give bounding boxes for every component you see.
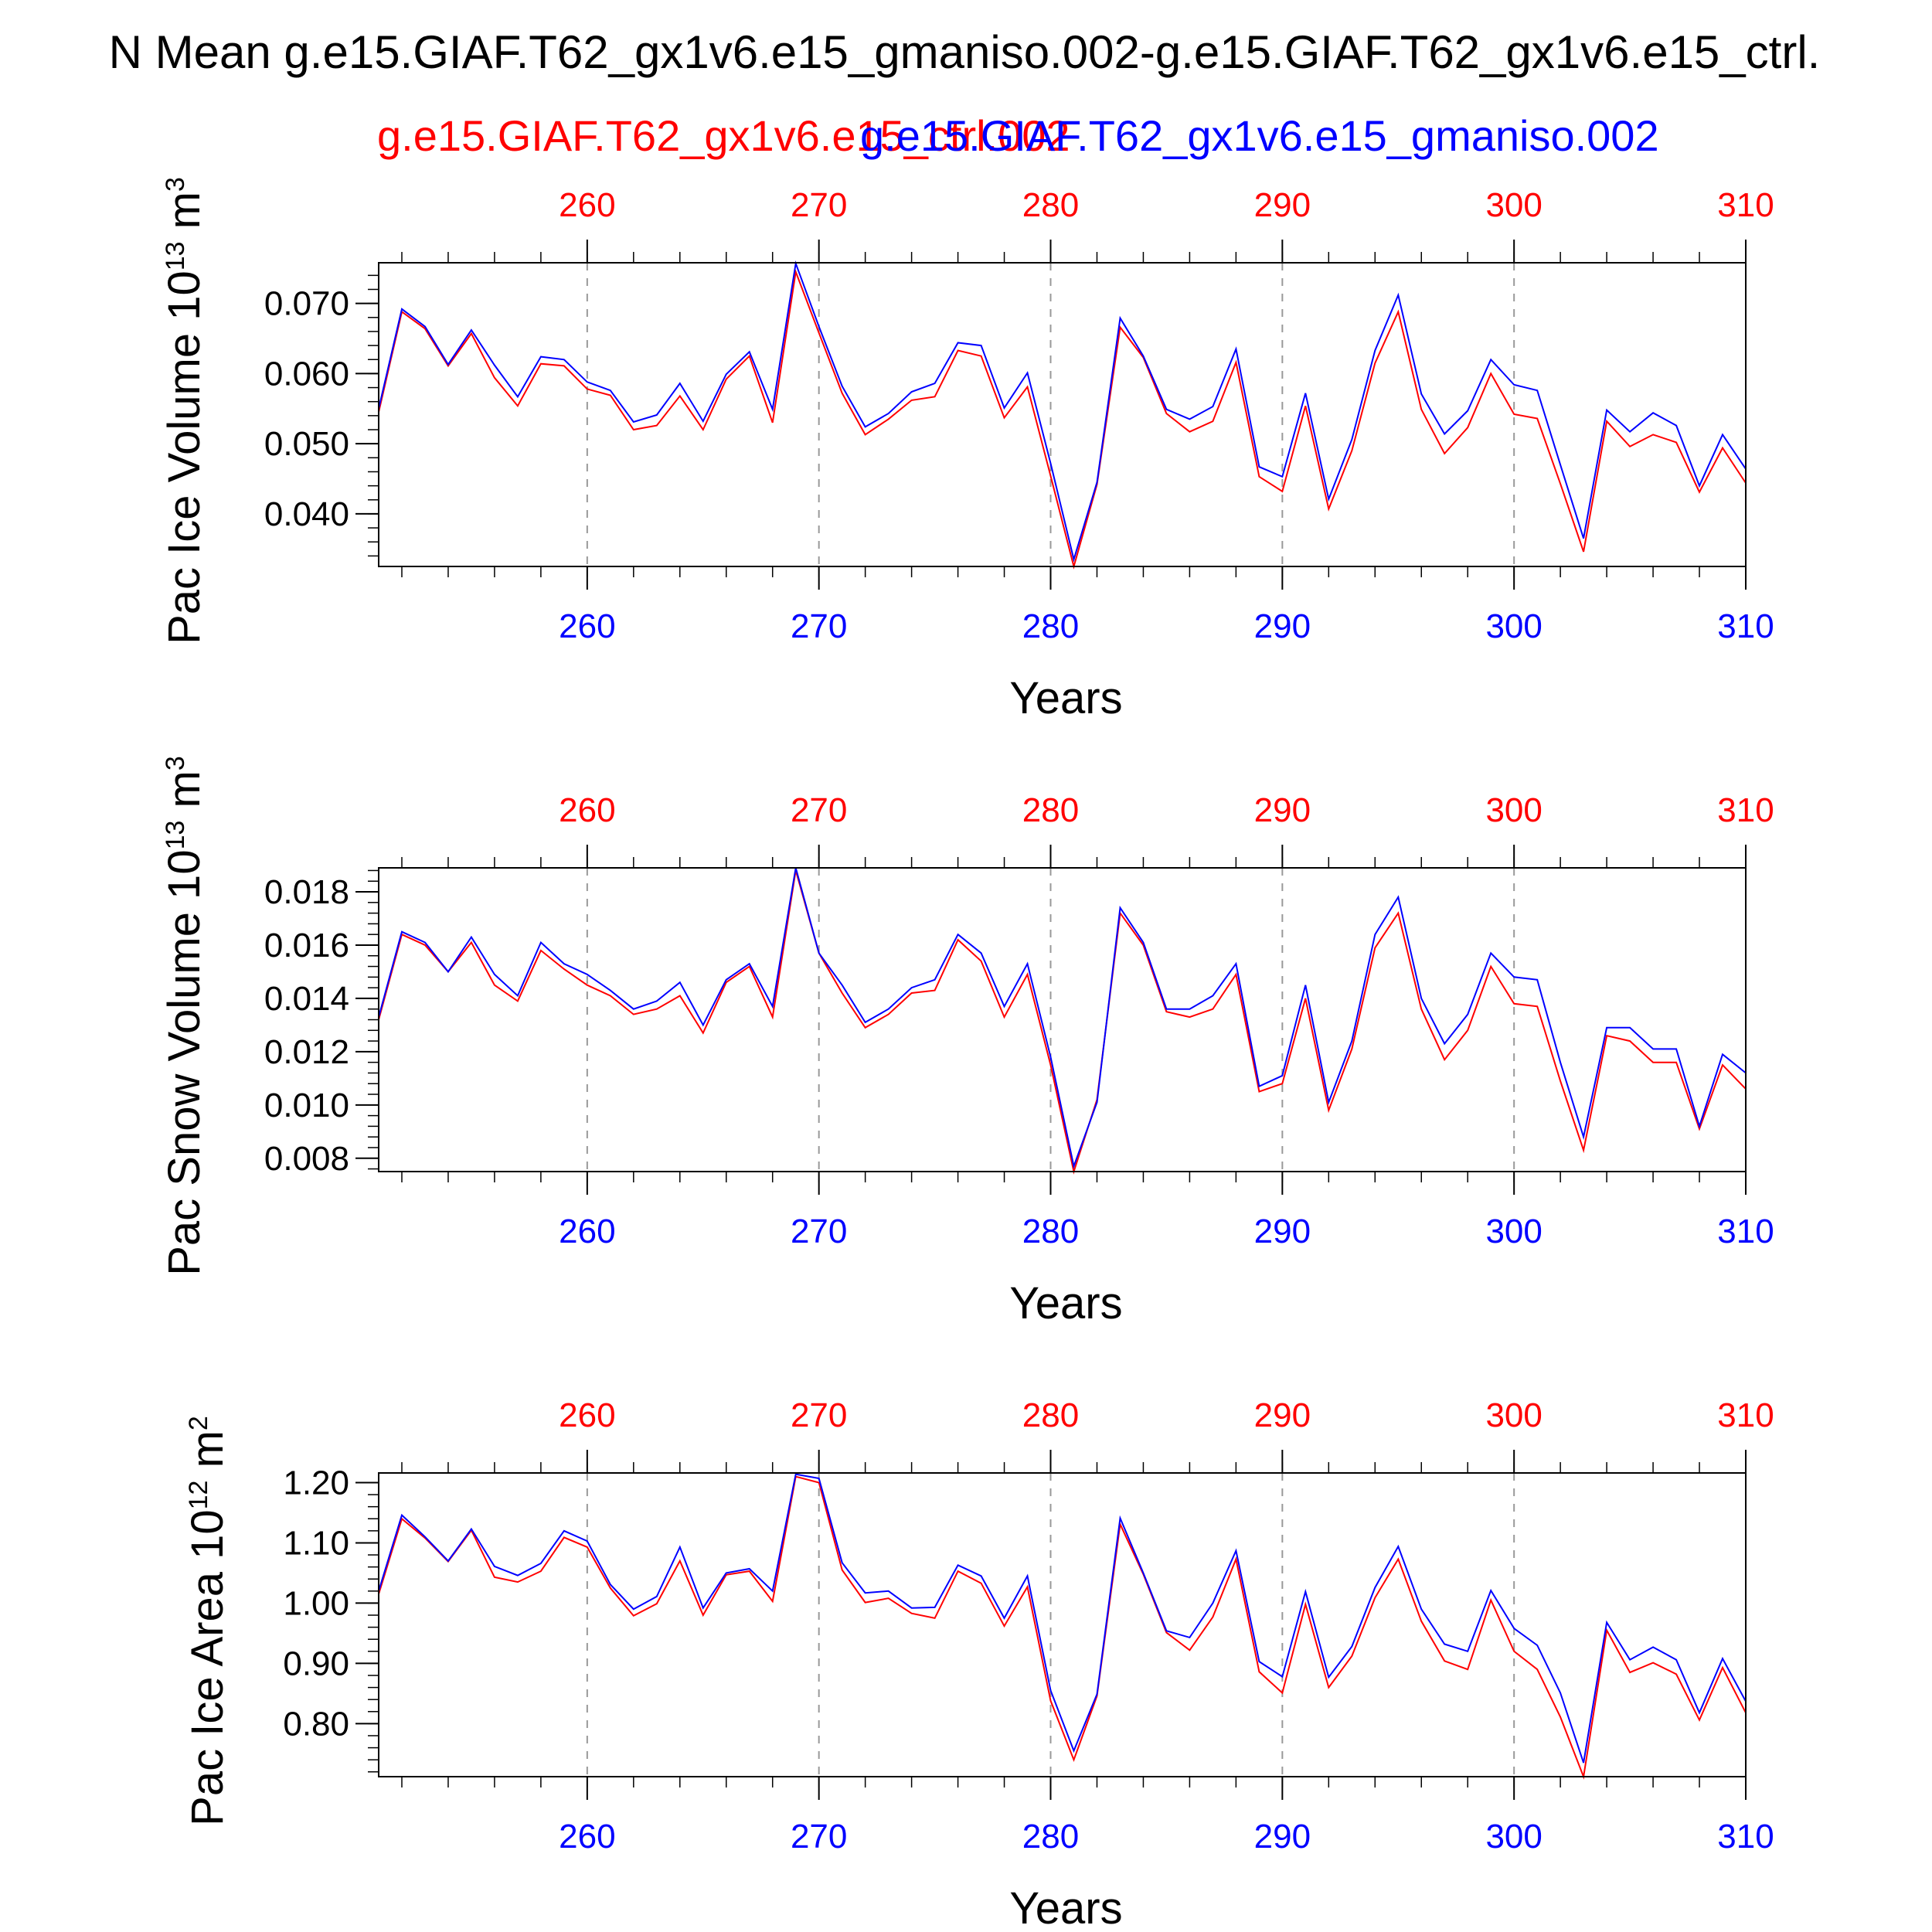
series-line-ctrl xyxy=(378,268,1747,570)
series-line-ctrl xyxy=(378,1475,1747,1780)
y-tick-label: 1.00 xyxy=(283,1584,349,1622)
x-tick-label-top: 290 xyxy=(1254,1396,1311,1434)
y-axis-title-superscript: 13 xyxy=(161,821,190,850)
x-tick-label-top: 260 xyxy=(559,186,615,224)
x-tick-label-bottom: 300 xyxy=(1485,607,1542,645)
x-tick-label-top: 290 xyxy=(1254,186,1311,224)
x-tick-label-top: 300 xyxy=(1485,791,1542,829)
x-tick-label-bottom: 280 xyxy=(1022,1213,1079,1250)
x-tick-label-top: 260 xyxy=(559,791,615,829)
y-tick-label: 0.010 xyxy=(264,1087,349,1124)
y-axis-title: Pac Ice Area 1012 m2 xyxy=(182,1416,233,1826)
y-tick-label: 0.050 xyxy=(264,425,349,463)
x-tick-label-top: 300 xyxy=(1485,1396,1542,1434)
x-tick-label-top: 260 xyxy=(559,1396,615,1434)
y-tick-label: 0.90 xyxy=(283,1645,349,1682)
x-tick-label-top: 310 xyxy=(1717,1396,1774,1434)
x-tick-label-bottom: 310 xyxy=(1717,607,1774,645)
y-tick-label: 0.040 xyxy=(264,495,349,533)
x-tick-label-top: 270 xyxy=(791,186,847,224)
x-tick-label-top: 280 xyxy=(1022,1396,1079,1434)
y-axis-title-part: Pac Ice Area 10 xyxy=(182,1509,233,1825)
x-tick-label-top: 310 xyxy=(1717,186,1774,224)
x-tick-label-bottom: 260 xyxy=(559,1818,615,1855)
x-tick-label-bottom: 290 xyxy=(1254,1213,1311,1250)
y-tick-label: 0.014 xyxy=(264,980,349,1018)
x-tick-label-top: 270 xyxy=(791,791,847,829)
y-tick-label: 0.012 xyxy=(264,1033,349,1071)
x-tick-label-bottom: 270 xyxy=(791,1818,847,1855)
series-line-gmaniso xyxy=(378,260,1747,563)
legend-gmaniso-label: g.e15.GIAF.T62_gx1v6.e15_gmaniso.002 xyxy=(860,111,1659,160)
chart-panels: 260 260 270 270 280 280 290 290 300 300 310 310 0.04… xyxy=(159,177,1774,1932)
y-tick-label: 1.10 xyxy=(283,1524,349,1562)
series-line-gmaniso xyxy=(378,867,1747,1169)
y-axis-title-part: m xyxy=(159,192,209,241)
x-tick-label-bottom: 280 xyxy=(1022,607,1079,645)
x-tick-label-top: 310 xyxy=(1717,791,1774,829)
y-tick-label: 0.80 xyxy=(283,1705,349,1743)
x-tick-label-top: 300 xyxy=(1485,186,1542,224)
x-tick-label-top: 280 xyxy=(1022,791,1079,829)
y-tick-label: 0.060 xyxy=(264,355,349,393)
x-axis-title: Years xyxy=(1009,1278,1122,1328)
series-line-gmaniso xyxy=(378,1473,1747,1764)
y-axis-title-part: m xyxy=(182,1430,233,1480)
y-tick-label: 0.008 xyxy=(264,1140,349,1178)
y-axis-title-part: Pac Snow Volume 10 xyxy=(159,849,209,1275)
x-tick-label-bottom: 290 xyxy=(1254,1818,1311,1855)
y-axis-title-part: m xyxy=(159,770,209,820)
y-axis-title-superscript: 3 xyxy=(161,756,190,770)
y-tick-label: 1.20 xyxy=(283,1464,349,1502)
plot-frame xyxy=(378,1472,1747,1777)
panel-2: 260 260 270 270 280 280 290 290 300 300 310 310 0.00… xyxy=(159,756,1774,1328)
y-tick-label: 0.018 xyxy=(264,873,349,911)
x-tick-label-top: 280 xyxy=(1022,186,1079,224)
x-tick-label-top: 290 xyxy=(1254,791,1311,829)
y-tick-label: 0.016 xyxy=(264,927,349,964)
legend-ctrl-label: g.e15.GIAF.T62_gx1v6.e15_ctrl.002 xyxy=(377,111,1070,160)
y-axis-title-superscript: 13 xyxy=(161,241,190,270)
chart-title: N Mean g.e15.GIAF.T62_gx1v6.e15_gmaniso.… xyxy=(109,26,1821,78)
x-tick-label-bottom: 260 xyxy=(559,607,615,645)
y-axis-title-superscript: 12 xyxy=(184,1481,213,1510)
x-axis-title: Years xyxy=(1009,1883,1122,1932)
x-tick-label-bottom: 290 xyxy=(1254,607,1311,645)
y-axis-title: Pac Snow Volume 1013 m3 xyxy=(159,756,209,1276)
x-tick-label-bottom: 300 xyxy=(1485,1818,1542,1855)
panel-1: 260 260 270 270 280 280 290 290 300 300 310 310 0.04… xyxy=(159,177,1774,723)
x-tick-label-bottom: 260 xyxy=(559,1213,615,1250)
y-axis-title-part: Pac Ice Volume 10 xyxy=(159,270,209,645)
series-line-ctrl xyxy=(378,870,1747,1175)
y-axis-title-superscript: 2 xyxy=(184,1416,213,1430)
panel-3: 260 260 270 270 280 280 290 290 300 300 310 310 0.80… xyxy=(182,1396,1774,1932)
y-axis-title: Pac Ice Volume 1013 m3 xyxy=(159,177,209,645)
x-axis-title: Years xyxy=(1009,673,1122,723)
x-tick-label-bottom: 270 xyxy=(791,1213,847,1250)
x-tick-label-bottom: 310 xyxy=(1717,1213,1774,1250)
y-tick-label: 0.070 xyxy=(264,285,349,323)
x-tick-label-top: 270 xyxy=(791,1396,847,1434)
x-tick-label-bottom: 310 xyxy=(1717,1818,1774,1855)
x-tick-label-bottom: 300 xyxy=(1485,1213,1542,1250)
x-tick-label-bottom: 280 xyxy=(1022,1818,1079,1855)
y-axis-title-superscript: 3 xyxy=(161,177,190,192)
plot-frame xyxy=(378,262,1747,567)
x-tick-label-bottom: 270 xyxy=(791,607,847,645)
